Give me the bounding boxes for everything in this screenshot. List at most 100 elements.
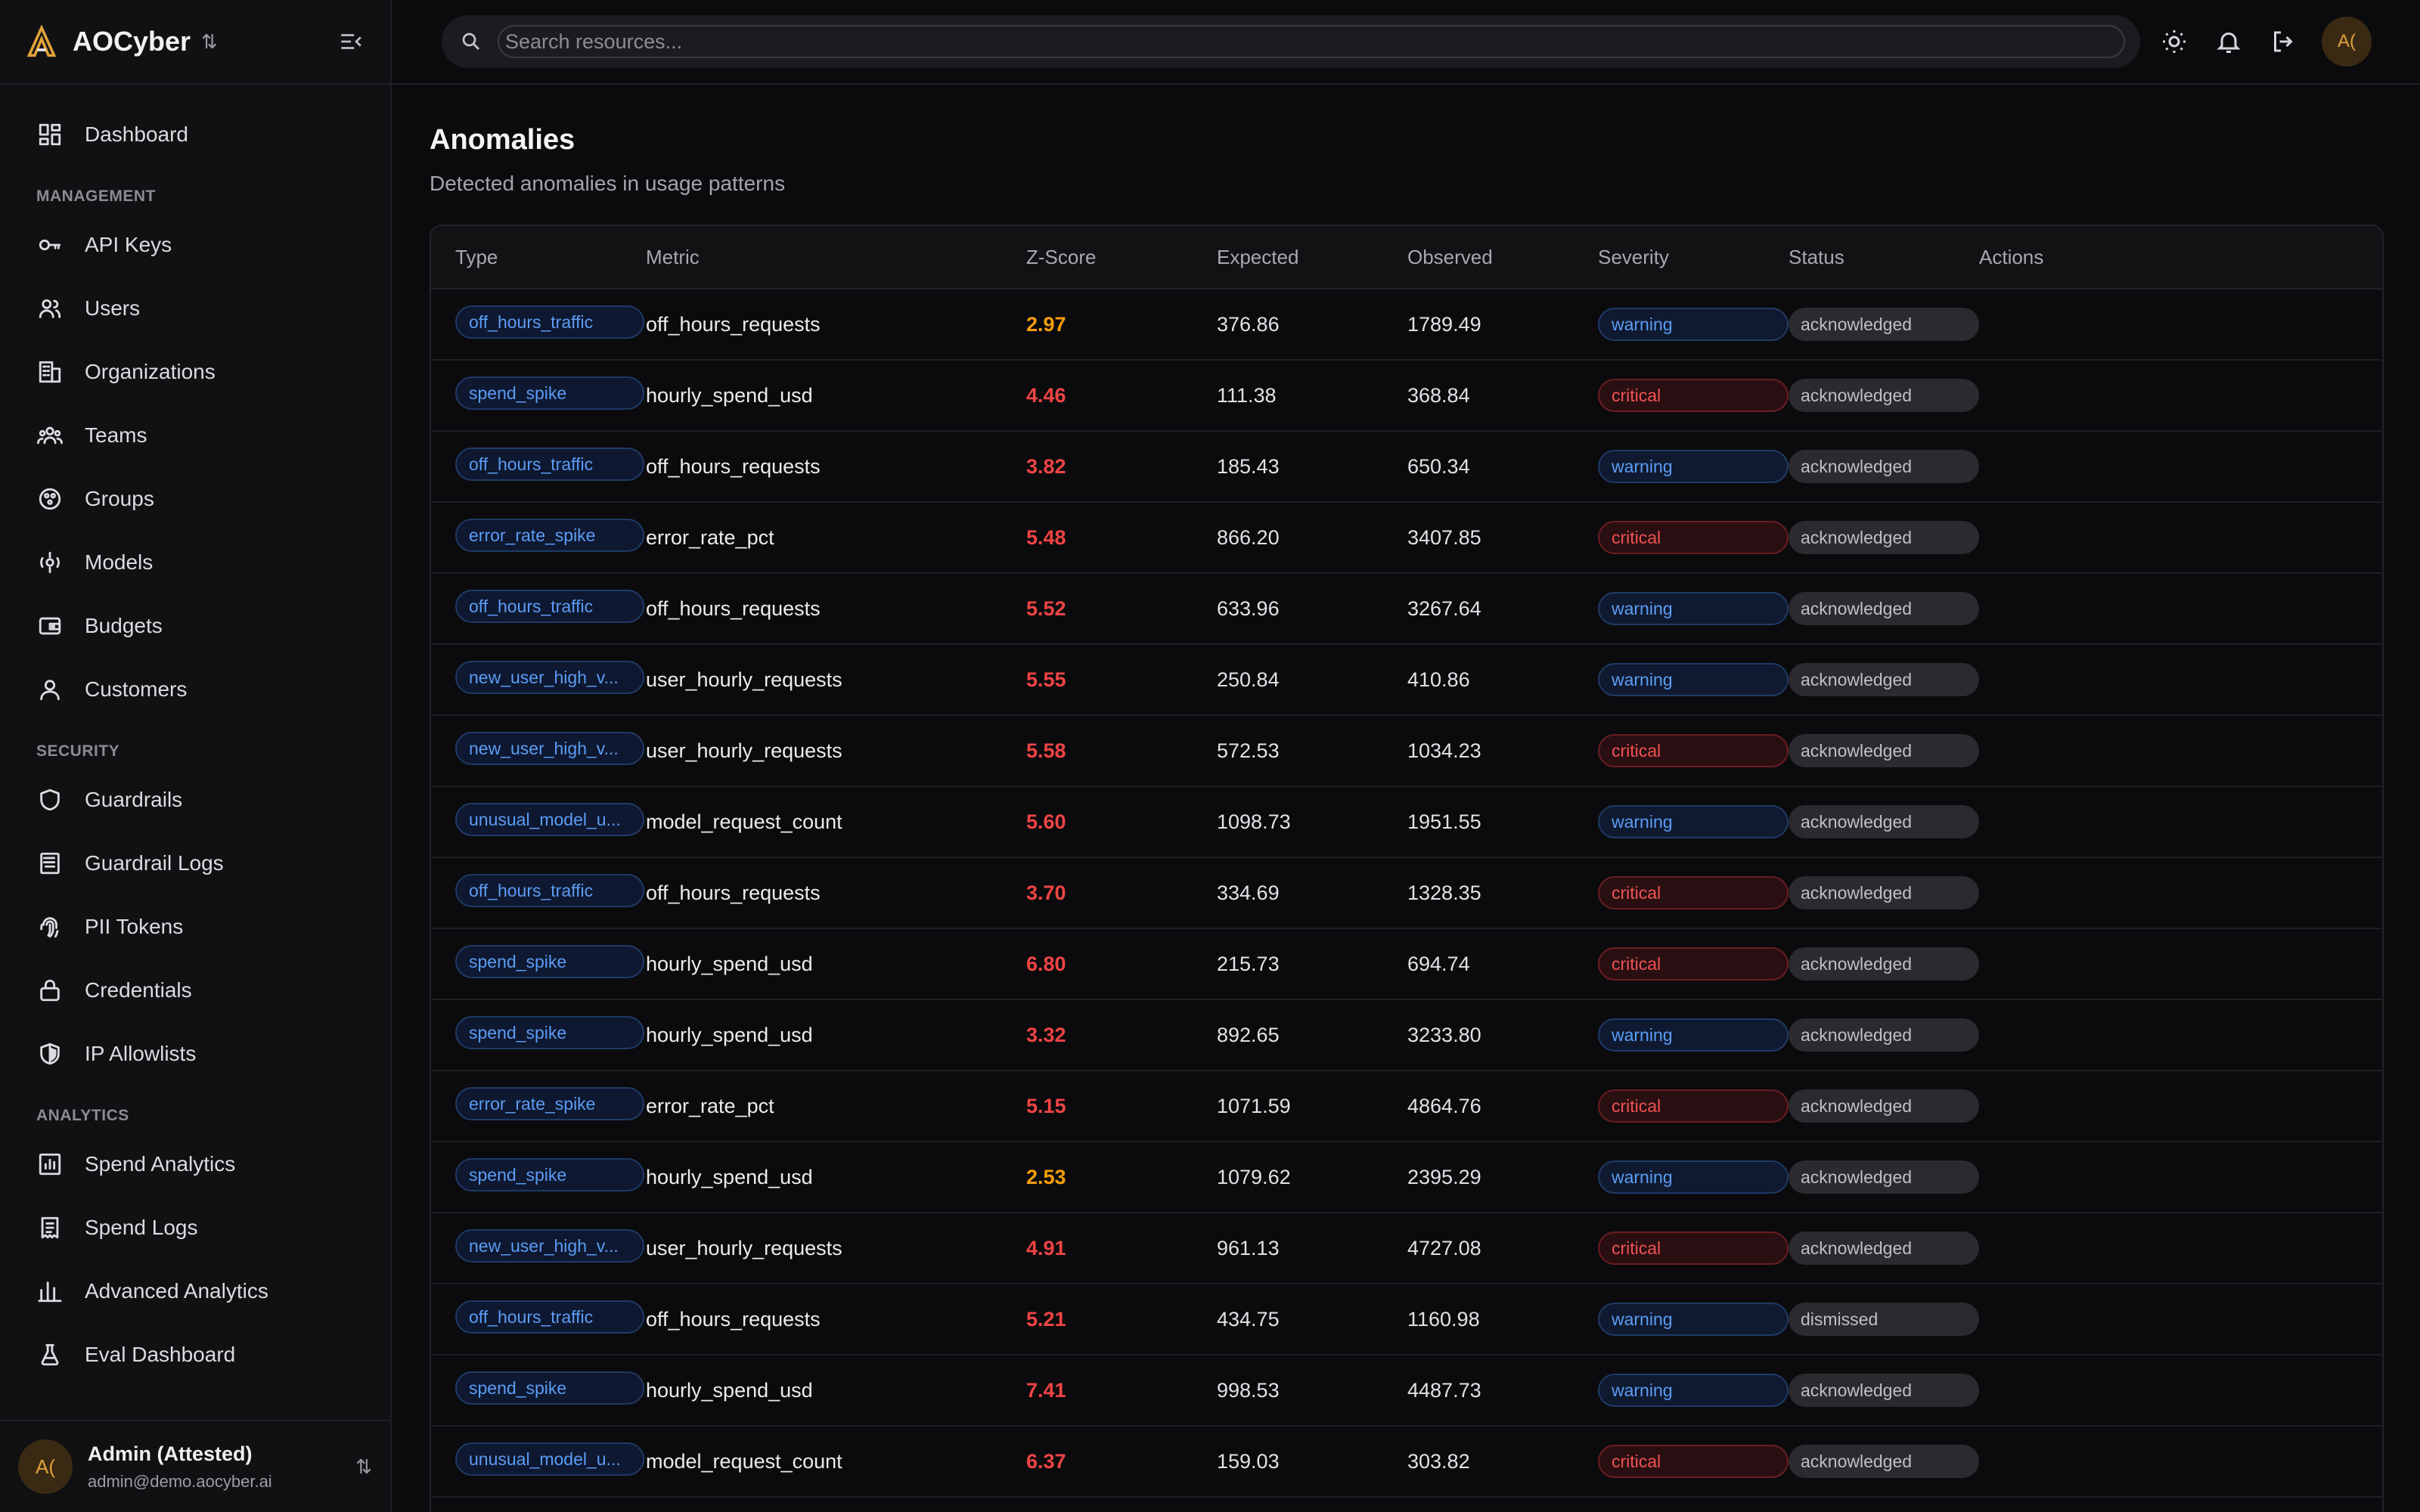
header-actions: Actions <box>1979 245 2044 268</box>
status-badge: acknowledged <box>1789 1374 1979 1407</box>
anomaly-type-badge: spend_spike <box>455 376 644 410</box>
collapse-sidebar-icon[interactable] <box>336 26 366 57</box>
table-row[interactable]: off_hours_traffic off_hours_requests 3.82 1… <box>431 432 2382 503</box>
sidebar-item-credentials[interactable]: Credentials <box>12 959 378 1022</box>
table-row[interactable]: spend_spike hourly_spend_usd 7.41 998.53 448… <box>431 1356 2382 1427</box>
sidebar-item-label: Guardrails <box>85 788 183 811</box>
chevron-updown-icon[interactable]: ⇅ <box>355 1455 372 1478</box>
table-row[interactable]: off_hours_traffic off_hours_requests 3.70 3… <box>431 858 2382 929</box>
sidebar-item-label: Users <box>85 296 141 320</box>
sidebar-item-pii-tokens[interactable]: PII Tokens <box>12 895 378 959</box>
sidebar-item-eval-dashboard[interactable]: Eval Dashboard <box>12 1323 378 1387</box>
sidebar-item-groups[interactable]: Groups <box>12 467 378 531</box>
table-row[interactable]: spend_spike hourly_spend_usd 2.53 1079.62 23… <box>431 1142 2382 1213</box>
table-row[interactable]: unusual_model_u... model_request_count 5.6… <box>431 787 2382 858</box>
shield-half-icon <box>36 1040 64 1067</box>
logout-icon[interactable] <box>2267 26 2299 57</box>
sidebar-item-customers[interactable]: Customers <box>12 658 378 721</box>
customer-icon <box>36 676 64 703</box>
sidebar-item-budgets[interactable]: Budgets <box>12 594 378 658</box>
table-row[interactable]: error_rate_spike error_rate_pct 5.15 1071.5… <box>431 1071 2382 1142</box>
table-row[interactable]: off_hours_traffic off_hours_requests 2.97 3… <box>431 290 2382 361</box>
sidebar-item-guardrails[interactable]: Guardrails <box>12 768 378 832</box>
sidebar-item-teams[interactable]: Teams <box>12 404 378 467</box>
page-subtitle: Detected anomalies in usage patterns <box>430 172 786 195</box>
sidebar-item-ip-allowlists[interactable]: IP Allowlists <box>12 1022 378 1086</box>
sidebar-item-models[interactable]: Models <box>12 531 378 594</box>
anomaly-type-badge: spend_spike <box>455 1371 644 1405</box>
expected-cell: 1079.62 <box>1217 1165 1291 1188</box>
metric-cell: user_hourly_requests <box>646 739 842 762</box>
sidebar-item-dashboard[interactable]: Dashboard <box>12 103 378 166</box>
sidebar-item-advanced-analytics[interactable]: Advanced Analytics <box>12 1259 378 1323</box>
metric-cell: hourly_spend_usd <box>646 383 813 407</box>
z-score-cell: 6.37 <box>1026 1449 1066 1473</box>
header-z-score[interactable]: Z-Score <box>1026 245 1097 268</box>
table-row[interactable]: spend_spike hourly_spend_usd 3.32 892.65 323… <box>431 1000 2382 1071</box>
table-row[interactable]: unusual_model_u... model_request_count 6.3… <box>431 1427 2382 1498</box>
observed-cell: 303.82 <box>1407 1449 1470 1473</box>
nav-section-analytics: ANALYTICS <box>36 1107 129 1124</box>
table-row[interactable]: spend_spike hourly_spend_usd 6.80 215.73 694… <box>431 929 2382 1000</box>
main-content: Anomalies Detected anomalies in usage pa… <box>430 85 2384 1512</box>
table-row[interactable]: new_user_high_v... user_hourly_requests 5.… <box>431 716 2382 787</box>
status-badge: acknowledged <box>1789 876 1979 909</box>
search-bar[interactable] <box>442 15 2140 68</box>
status-badge: acknowledged <box>1789 734 1979 767</box>
metric-cell: off_hours_requests <box>646 1307 821 1331</box>
z-score-cell: 4.46 <box>1026 383 1066 407</box>
receipt-icon <box>36 1214 64 1241</box>
sidebar-item-spend-logs[interactable]: Spend Logs <box>12 1196 378 1259</box>
sidebar-item-organizations[interactable]: Organizations <box>12 340 378 404</box>
table-row[interactable]: off_hours_traffic off_hours_requests 5.52 6… <box>431 574 2382 645</box>
metric-cell: model_request_count <box>646 1449 842 1473</box>
table-row[interactable]: error_rate_spike error_rate_pct 5.48 866.20… <box>431 503 2382 574</box>
observed-cell: 650.34 <box>1407 454 1470 478</box>
severity-badge: warning <box>1598 1374 1789 1407</box>
header-observed[interactable]: Observed <box>1407 245 1493 268</box>
header-severity[interactable]: Severity <box>1598 245 1669 268</box>
sidebar-item-label: PII Tokens <box>85 915 184 938</box>
status-badge: acknowledged <box>1789 663 1979 696</box>
header-type[interactable]: Type <box>455 245 498 268</box>
expected-cell: 961.13 <box>1217 1236 1280 1259</box>
z-score-cell: 5.52 <box>1026 596 1066 620</box>
z-score-cell: 4.91 <box>1026 1236 1066 1259</box>
header-metric[interactable]: Metric <box>646 245 700 268</box>
sidebar-item-api-keys[interactable]: API Keys <box>12 213 378 277</box>
sidebar-item-label: Teams <box>85 423 147 447</box>
user-footer[interactable]: A( Admin (Attested) admin@demo.aocyber.a… <box>0 1420 390 1512</box>
table-row[interactable]: new_user_high_v... user_hourly_requests 4.… <box>431 1213 2382 1284</box>
org-switch-chevron-icon[interactable]: ⇅ <box>201 29 218 53</box>
sidebar-item-label: Advanced Analytics <box>85 1279 268 1303</box>
z-score-cell: 3.32 <box>1026 1023 1066 1046</box>
z-score-cell: 3.70 <box>1026 881 1066 904</box>
anomaly-type-badge: new_user_high_v... <box>455 731 644 765</box>
observed-cell: 4864.76 <box>1407 1094 1481 1117</box>
observed-cell: 2395.29 <box>1407 1165 1481 1188</box>
sidebar-item-guardrail-logs[interactable]: Guardrail Logs <box>12 832 378 895</box>
anomaly-type-badge: error_rate_spike <box>455 518 644 552</box>
header-status[interactable]: Status <box>1789 245 1844 268</box>
metric-cell: off_hours_requests <box>646 312 821 336</box>
avatar[interactable]: A( <box>2322 17 2372 67</box>
z-score-cell: 7.41 <box>1026 1378 1066 1402</box>
table-row[interactable]: new_user_high_v... user_hourly_requests 5.… <box>431 645 2382 716</box>
sidebar-item-spend-analytics[interactable]: Spend Analytics <box>12 1132 378 1196</box>
notifications-bell-icon[interactable] <box>2213 26 2245 57</box>
severity-badge: warning <box>1598 1303 1789 1336</box>
header-expected[interactable]: Expected <box>1217 245 1299 268</box>
flask-icon <box>36 1341 64 1368</box>
search-input[interactable] <box>498 25 2125 58</box>
anomaly-type-badge: off_hours_traffic <box>455 1300 644 1334</box>
table-row[interactable]: off_hours_traffic off_hours_requests 5.21 4… <box>431 1284 2382 1356</box>
sidebar-item-users[interactable]: Users <box>12 277 378 340</box>
z-score-cell: 5.60 <box>1026 810 1066 833</box>
expected-cell: 250.84 <box>1217 668 1280 691</box>
anomaly-type-badge: spend_spike <box>455 1157 644 1191</box>
table-row[interactable]: spend_spike hourly_spend_usd 4.46 111.38 368… <box>431 361 2382 432</box>
expected-cell: 334.69 <box>1217 881 1280 904</box>
anomaly-type-badge: off_hours_traffic <box>455 873 644 907</box>
theme-toggle-sun-icon[interactable] <box>2158 26 2190 57</box>
search-icon <box>460 30 482 53</box>
